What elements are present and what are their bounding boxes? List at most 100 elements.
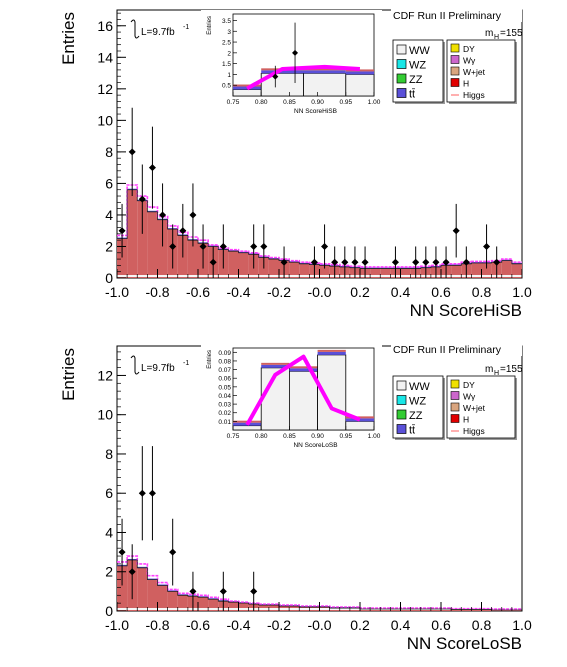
data-point xyxy=(199,242,207,250)
x-tick-label: 1.0 xyxy=(512,284,532,300)
x-axis-label: NN ScoreHiSB xyxy=(410,301,522,320)
data-point xyxy=(128,568,136,576)
inset-y-tick-label: 0.5 xyxy=(222,83,231,90)
chart-panel-2: 0 2 4 6 8 10 12 -1.0 -0.8 -0.6 -0.4 -0.2 -0.0 0.2 0.4 0… xyxy=(59,343,532,653)
inset-y-tick-label: 1 xyxy=(227,72,231,79)
background-bar xyxy=(400,609,411,611)
legend-swatch xyxy=(396,73,407,84)
mass-sub: H xyxy=(494,370,499,377)
y-axis-label: Entries xyxy=(59,348,78,401)
data-point xyxy=(331,258,339,266)
inset-top-band xyxy=(303,70,346,74)
data-point xyxy=(351,258,359,266)
data-point xyxy=(280,258,288,266)
inset-background-bar xyxy=(345,420,375,431)
title-box xyxy=(391,9,522,22)
data-point xyxy=(412,258,420,266)
inset-panel: 0.01 0.020.03 0.04 0.050.06 0.07 0.080.09 0.75… xyxy=(201,344,382,460)
inset-x-tick-label: 0.80 xyxy=(255,433,268,440)
x-tick-label: -0.0 xyxy=(307,284,331,300)
inset-y-tick-label: 0.09 xyxy=(218,350,231,357)
background-bar xyxy=(289,262,300,278)
inset-background-bar xyxy=(345,74,375,97)
y-tick-label: 12 xyxy=(97,81,113,97)
data-point xyxy=(148,489,156,497)
x-tick-label: -1.0 xyxy=(105,617,129,633)
x-tick-label: 0.8 xyxy=(472,284,492,300)
inset-y-tick-label: 1.5 xyxy=(222,61,231,68)
data-point xyxy=(341,258,349,266)
background-bar xyxy=(238,252,249,278)
inset-y-tick-label: 0.06 xyxy=(218,376,231,383)
y-tick-label: 4 xyxy=(105,524,113,540)
y-tick-label: 14 xyxy=(97,49,113,65)
y-tick-label: 12 xyxy=(97,367,113,383)
legend-label: W+jet xyxy=(463,67,486,77)
x-tick-label: 0.6 xyxy=(431,617,451,633)
inset-x-tick-label: 0.75 xyxy=(227,433,240,440)
inset-red-band xyxy=(303,68,346,71)
data-point xyxy=(219,587,227,595)
x-tick-label: -0.6 xyxy=(186,617,210,633)
background-bar xyxy=(198,597,209,611)
lumi-sup: -1 xyxy=(183,24,189,31)
legend-label: tt̄ xyxy=(409,424,415,436)
legend-label: ZZ xyxy=(409,74,423,86)
legend-label: W+jet xyxy=(463,403,486,413)
background-bar xyxy=(461,609,472,611)
legend-label: ZZ xyxy=(409,410,423,422)
inset-red-band xyxy=(345,69,374,72)
background-bar xyxy=(370,609,381,611)
y-axis-label: Entries xyxy=(59,12,78,65)
inset-y-tick-label: 0.07 xyxy=(218,367,231,374)
background-bar xyxy=(430,609,441,611)
background-bar xyxy=(117,238,128,278)
data-point xyxy=(432,258,440,266)
background-bar xyxy=(410,609,421,611)
legend-swatch xyxy=(450,66,460,76)
inset-x-axis-label: NN ScoreLoSB xyxy=(293,442,337,449)
background-bar xyxy=(299,263,310,278)
inset-red-band xyxy=(233,84,262,87)
background-bar xyxy=(390,609,401,611)
y-tick-label: 16 xyxy=(97,18,113,34)
inset-background-bar xyxy=(288,370,318,431)
data-point xyxy=(442,258,450,266)
x-tick-label: -0.0 xyxy=(307,617,331,633)
x-tick-label: -0.2 xyxy=(267,284,291,300)
inset-top-band xyxy=(261,364,290,368)
background-bar xyxy=(471,263,482,278)
background-bar xyxy=(451,609,462,611)
data-point xyxy=(169,548,177,556)
legend-label: Wγ xyxy=(463,56,476,66)
data-point xyxy=(209,258,217,266)
data-point xyxy=(452,227,460,235)
inset-y-axis-label: Entries xyxy=(207,350,213,369)
background-bar xyxy=(370,268,381,278)
background-bar xyxy=(137,567,148,611)
legend-swatch xyxy=(450,379,460,389)
y-tick-label: 8 xyxy=(105,446,113,462)
background-bar xyxy=(167,591,178,611)
lumi-label: L=9.7fb xyxy=(141,363,175,374)
x-tick-label: -0.6 xyxy=(186,284,210,300)
background-bar xyxy=(147,211,158,278)
x-tick-label: 0.2 xyxy=(350,284,370,300)
legend-label: DY xyxy=(463,44,475,54)
title-box xyxy=(391,343,522,356)
x-tick-label: 0.8 xyxy=(472,617,492,633)
background-bar xyxy=(471,609,482,611)
legend-swatch xyxy=(396,395,407,405)
data-point xyxy=(118,548,126,556)
background-bar xyxy=(511,610,522,611)
data-point xyxy=(250,242,258,250)
background-top-band xyxy=(238,251,249,253)
background-bar xyxy=(127,189,138,278)
legend-swatch xyxy=(396,44,407,55)
background-bar xyxy=(481,263,492,278)
background-bar xyxy=(501,260,512,278)
inset-x-tick-label: 0.85 xyxy=(283,433,296,440)
data-point xyxy=(179,227,187,235)
